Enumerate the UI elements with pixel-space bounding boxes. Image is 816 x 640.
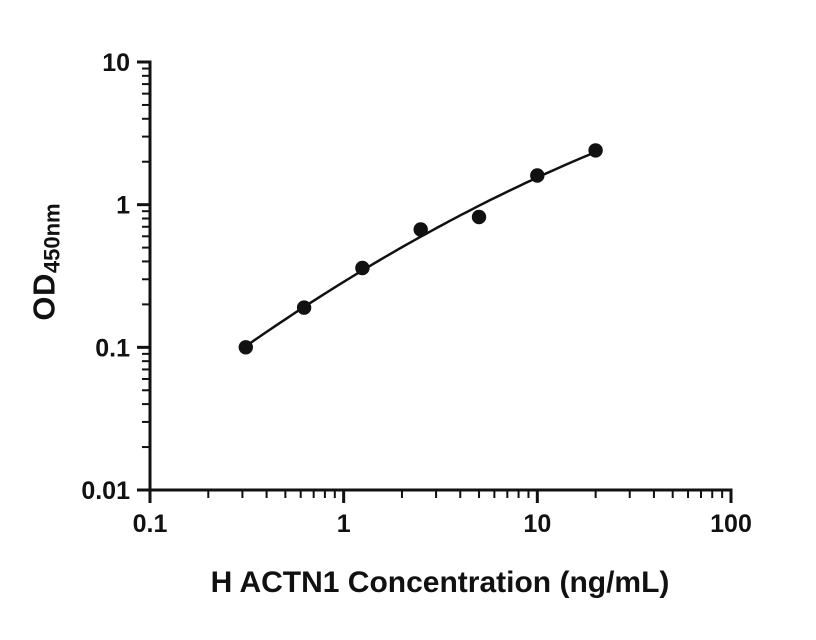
x-minor-ticks xyxy=(207,490,724,498)
y-minor-ticks xyxy=(142,67,150,449)
data-point xyxy=(530,168,545,183)
data-point xyxy=(413,222,428,237)
x-tick-label: 100 xyxy=(710,510,752,538)
y-axis-title-sub: 450nm xyxy=(39,203,65,274)
data-point xyxy=(588,143,603,158)
y-tick-label: 1 xyxy=(116,192,130,220)
y-tick-label: 10 xyxy=(102,49,130,77)
x-tick-label: 1 xyxy=(337,510,351,538)
data-points xyxy=(238,143,603,355)
x-axis-ticks: 0.1 1 10 100 xyxy=(133,490,752,538)
data-point xyxy=(238,340,253,355)
y-axis-ticks: 10 1 0.1 0.01 xyxy=(81,49,150,505)
fit-curve xyxy=(244,150,597,348)
y-axis-title-main: OD xyxy=(26,273,62,321)
y-tick-label: 0.01 xyxy=(81,477,130,505)
x-axis-title: H ACTN1 Concentration (ng/mL) xyxy=(210,566,670,599)
axes xyxy=(148,60,733,492)
x-tick-label: 10 xyxy=(523,510,551,538)
x-tick-label: 0.1 xyxy=(133,510,168,538)
data-point xyxy=(296,300,312,315)
data-point xyxy=(471,209,487,225)
y-tick-label: 0.1 xyxy=(95,334,130,362)
y-axis-title: OD450nm xyxy=(27,203,66,320)
data-point xyxy=(355,260,370,276)
